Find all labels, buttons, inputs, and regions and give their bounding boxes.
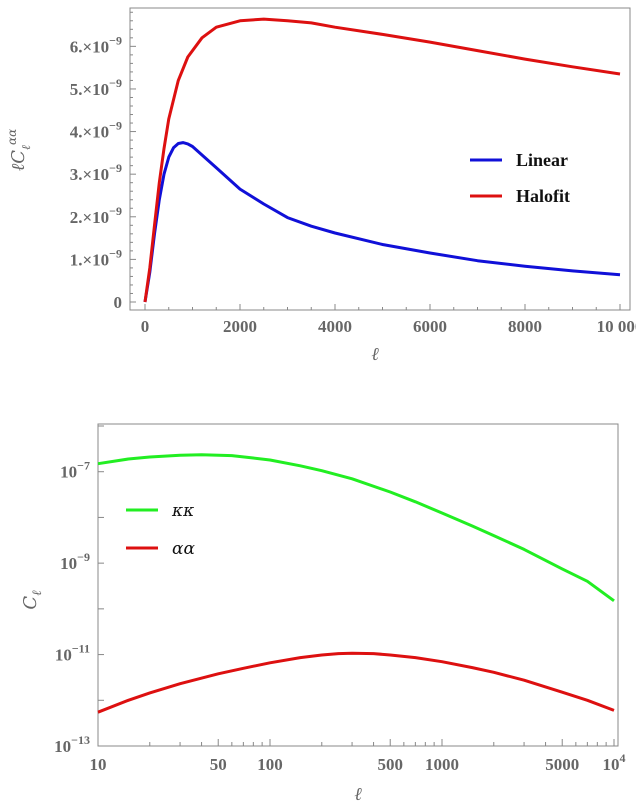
bottom-x-tick-label: 104 [603,751,626,774]
bottom-legend-label: αα [172,539,195,559]
top-x-tick-label: 10 000 [597,317,636,336]
bottom-y-tick-label: 10−9 [60,550,90,573]
bottom-y-tick-label: 10−13 [54,733,90,756]
bottom-series-line [97,651,615,714]
bottom-x-tick-label: 50 [210,755,227,774]
top-y-axis-title: ℓCℓαα [5,129,33,172]
bottom-plot-frame [97,423,619,747]
top-y-tick-label: 1.×10−9 [70,246,122,269]
top-axis-ticks [130,11,621,310]
bottom-legend-label: κκ [171,501,194,521]
top-series-line-linear [143,141,621,303]
bottom-y-axis-title: Cℓ [20,590,45,610]
bottom-legend: κκ αα [126,501,195,559]
top-x-axis-title: ℓ [371,344,379,365]
top-x-tick-label: 2000 [223,317,257,336]
top-series-lines [143,17,621,303]
bottom-x-tick-labels: 10 50 100 500 1000 5000 104 [90,751,626,774]
top-plot-frame [129,7,631,311]
top-x-tick-label: 8000 [508,317,542,336]
top-y-tick-label: 5.×10−9 [70,76,122,99]
top-y-tick-label: 3.×10−9 [70,161,122,184]
top-series-line-halofit [143,17,621,303]
bottom-x-tick-label: 10 [90,755,107,774]
top-y-tick-label: 0 [114,293,123,312]
top-x-tick-label: 4000 [318,317,352,336]
log-scale-chart: 10 50 100 500 1000 5000 104 10−7 10−9 10−11 10−13… [20,423,626,805]
top-y-tick-label: 6.×10−9 [70,33,122,56]
top-x-tick-label: 6000 [413,317,447,336]
top-legend-label: Halofit [516,186,570,206]
top-legend-label: Linear [516,150,568,170]
top-x-tick-labels: 0 2000 4000 6000 8000 10 000 [141,317,636,336]
bottom-series-lines [97,453,615,714]
top-y-tick-label: 4.×10−9 [70,119,122,142]
top-y-tick-label: 2.×10−9 [70,204,122,227]
bottom-y-tick-label: 10−7 [60,459,90,482]
bottom-x-axis-title: ℓ [354,784,362,805]
bottom-x-tick-label: 100 [257,755,283,774]
top-y-tick-labels: 0 1.×10−9 2.×10−9 3.×10−9 4.×10−9 5.×10−9 6.×1… [70,33,122,312]
top-x-tick-label: 0 [141,317,150,336]
bottom-y-tick-label: 10−11 [55,642,90,665]
bottom-x-tick-label: 1000 [425,755,459,774]
bottom-x-tick-label: 5000 [545,755,579,774]
top-legend: Linear Halofit [470,150,570,206]
bottom-axis-ticks [97,425,615,747]
linear-scale-chart: 0 2000 4000 6000 8000 10 000 0 1.×10−9 2.×10−9 3… [5,7,636,365]
bottom-series-line [97,453,615,603]
bottom-x-tick-label: 500 [377,755,403,774]
bottom-y-tick-labels: 10−7 10−9 10−11 10−13 [54,459,90,756]
